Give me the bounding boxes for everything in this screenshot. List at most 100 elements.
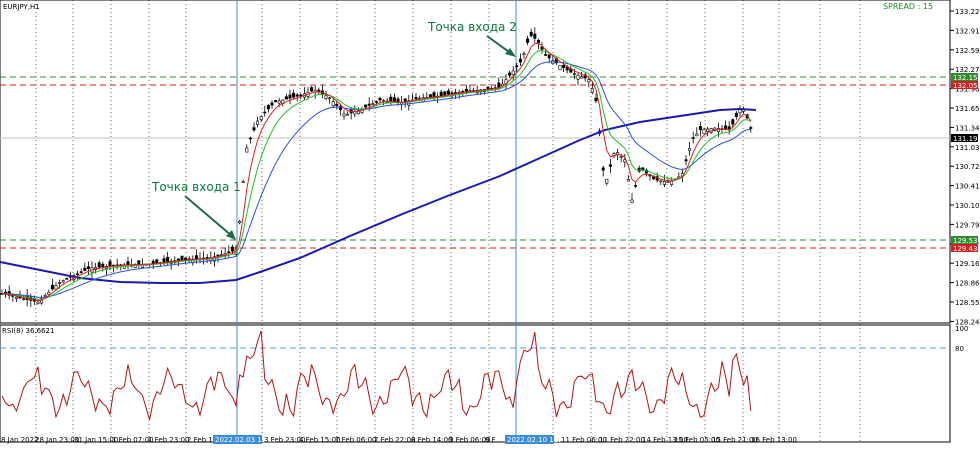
candle-body [155, 259, 159, 264]
candle-body [594, 97, 598, 102]
candle-body [238, 220, 242, 224]
time-tick-label: 9 F [485, 436, 496, 444]
candle-body [526, 38, 530, 43]
candle-body [270, 102, 274, 106]
candle-body [43, 295, 47, 297]
candle-body [97, 262, 101, 268]
candle-body [151, 260, 155, 264]
candle-body [605, 178, 609, 184]
price-tick-label: 130.725 [955, 163, 980, 171]
candle-body [266, 104, 270, 110]
candle-body [634, 185, 638, 187]
time-tick-label: 4 Feb 15:00 [299, 436, 340, 444]
annotation-entry-1: Точка входа 1 [151, 180, 241, 194]
candle-body [180, 255, 184, 261]
candle-body [346, 113, 350, 116]
time-tick-label: 3 Feb 23:00 [264, 436, 305, 444]
candle-body [338, 106, 342, 111]
time-tick-label: 14 Feb 13:00 [642, 436, 688, 444]
candle-body [245, 147, 249, 153]
time-tick-label: 15 Feb 21:00 [712, 436, 758, 444]
time-tick-label: 9 Feb 06:00 [449, 436, 490, 444]
candle-body [619, 155, 623, 158]
candle-body [558, 65, 562, 71]
time-tick-label: 2 Feb 15:00 [187, 436, 228, 444]
candle-body [562, 64, 566, 69]
candle-body [533, 33, 537, 39]
candle-body [547, 54, 551, 59]
candle-body [374, 101, 378, 103]
candle-body [529, 31, 533, 37]
price-tag-label: 131.194 [953, 135, 980, 143]
candle-body [439, 91, 443, 97]
main-chart-frame [0, 0, 951, 324]
candle-body [47, 291, 51, 295]
candle-body [295, 94, 299, 97]
price-tick-label: 128.860 [955, 280, 980, 288]
candle-body [515, 65, 519, 68]
candle-body [58, 282, 62, 284]
price-tag [951, 236, 978, 244]
candle-body [601, 167, 605, 171]
candle-body [83, 267, 87, 271]
candle-body [61, 280, 65, 283]
candle-body [299, 94, 303, 97]
price-tag [951, 134, 978, 142]
candle-body [76, 273, 80, 276]
candle-body [508, 72, 512, 76]
candle-body [522, 53, 526, 56]
candle-body [688, 148, 692, 151]
candle-body [587, 79, 591, 83]
candle-body [324, 95, 328, 99]
price-tick-label: 130.105 [955, 202, 980, 210]
candle-body [166, 256, 170, 262]
candle-body [486, 86, 490, 90]
candle-body [403, 98, 407, 103]
candle-body [328, 97, 332, 100]
candle-body [659, 180, 663, 183]
candle-body [194, 255, 198, 260]
candle-body [684, 159, 688, 162]
price-tag [951, 81, 978, 89]
price-tag-label: 129.531 [953, 237, 980, 245]
price-tag [951, 73, 978, 81]
ma-red-line [1, 42, 752, 302]
candle-body [54, 285, 58, 290]
time-tick-label: 11 Feb 06:00 [561, 436, 607, 444]
price-tick-label: 128.550 [955, 299, 980, 307]
candle-body [14, 296, 18, 299]
time-tick-label: 31 Jan 15:00 [74, 436, 118, 444]
time-tick-label: 1 Feb 23:00 [148, 436, 189, 444]
candle-body [284, 96, 288, 100]
rsi-label: RSI(8) 36.6621 [2, 327, 54, 335]
candle-body [731, 119, 735, 125]
time-tick-label: 8 Jan 2022 [1, 436, 39, 444]
candle-body [248, 137, 252, 140]
candle-body [227, 251, 231, 254]
price-axis: 133.225 132.915 132.595 132.275 131.965 131.6… [950, 8, 980, 326]
candle-body [576, 74, 580, 80]
price-tick-label: 128.240 [955, 318, 980, 326]
price-tick-label: 131.035 [955, 144, 980, 152]
ma-blue-line [1, 61, 751, 298]
time-tick-label: 8 Feb 14:00 [411, 436, 452, 444]
candle-body [518, 58, 522, 63]
candle-body [432, 92, 436, 97]
candle-body [241, 181, 245, 184]
candle-body [544, 54, 548, 56]
price-tick-label: 132.275 [955, 66, 980, 74]
candle-body [716, 128, 720, 132]
price-tag-label: 129.434 [953, 245, 980, 253]
price-tick-label: 133.225 [955, 8, 980, 16]
time-tick-label: 28 Jan 23:00 [35, 436, 79, 444]
rsi-panel-frame [0, 324, 951, 443]
candle-body [540, 46, 544, 50]
candle-body [86, 266, 90, 270]
candle-body [702, 129, 706, 135]
candle-body [706, 128, 710, 132]
arrowhead-entry-2 [505, 48, 516, 57]
candle-body [464, 88, 468, 92]
